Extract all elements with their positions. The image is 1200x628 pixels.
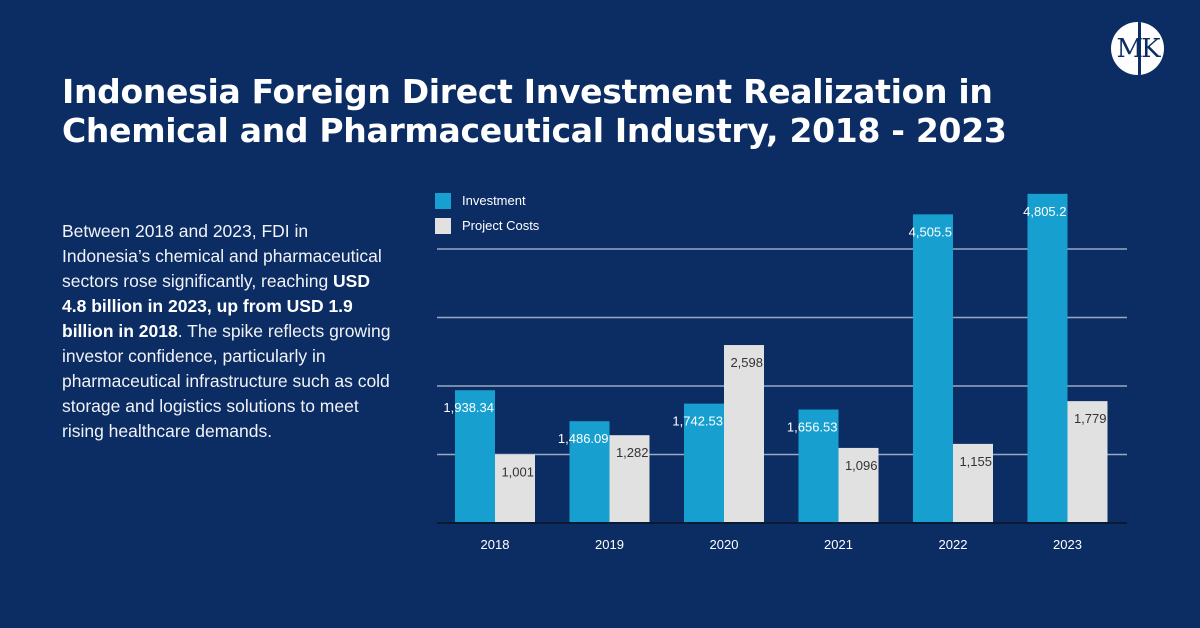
bar-investment <box>913 214 953 524</box>
data-label-investment: 1,742.53 <box>672 414 723 429</box>
chart-legend: Investment Project Costs <box>435 188 539 238</box>
data-label-project-costs: 1,155 <box>959 454 992 469</box>
x-tick-label: 2021 <box>824 537 853 552</box>
bar-investment <box>569 421 610 523</box>
x-tick-label: 2023 <box>1053 537 1082 552</box>
description-part1: Between 2018 and 2023, FDI in Indonesia’… <box>62 221 382 291</box>
x-tick-label: 2020 <box>710 537 739 552</box>
legend-swatch-investment <box>435 192 451 209</box>
data-label-investment: 1,486.09 <box>558 431 609 446</box>
x-tick-label: 2019 <box>595 537 624 552</box>
data-label-project-costs: 1,001 <box>501 464 534 479</box>
bar-investment <box>798 409 839 523</box>
description-part2: . The spike reflects growing investor co… <box>62 321 391 441</box>
legend-label-project-costs: Project Costs <box>462 218 540 233</box>
bar-project-costs <box>609 435 650 523</box>
bar-investment <box>455 390 495 523</box>
x-tick-label: 2022 <box>939 537 968 552</box>
data-label-investment: 1,938.34 <box>443 400 494 415</box>
bar-project-costs <box>838 447 879 523</box>
legend-item-project-costs: Project Costs <box>435 213 539 238</box>
bar-project-costs <box>495 454 535 523</box>
legend-label-investment: Investment <box>462 193 526 208</box>
data-label-project-costs: 1,096 <box>845 458 878 473</box>
data-label-project-costs: 1,282 <box>616 445 649 460</box>
x-tick-label: 2018 <box>481 537 510 552</box>
data-label-investment: 4,805.2 <box>1023 204 1066 219</box>
page-title: Indonesia Foreign Direct Investment Real… <box>62 72 1007 150</box>
legend-swatch-project-costs <box>435 217 451 234</box>
description-text: Between 2018 and 2023, FDI in Indonesia’… <box>62 219 392 444</box>
bar-investment <box>684 403 724 523</box>
bar-project-costs <box>1067 401 1108 523</box>
data-label-investment: 4,505.5 <box>909 224 952 239</box>
data-label-project-costs: 1,779 <box>1074 411 1107 426</box>
description-highlight: USD 4.8 billion in 2023, up from USD 1.9… <box>62 271 370 341</box>
mk-logo: MK <box>1111 22 1164 75</box>
data-label-project-costs: 2,598 <box>730 355 763 370</box>
bar-project-costs <box>724 345 764 523</box>
bar-project-costs <box>953 443 993 523</box>
bar-investment <box>1027 193 1068 523</box>
data-label-investment: 1,656.53 <box>787 420 838 435</box>
legend-item-investment: Investment <box>435 188 539 213</box>
logo-divider <box>1138 22 1141 75</box>
